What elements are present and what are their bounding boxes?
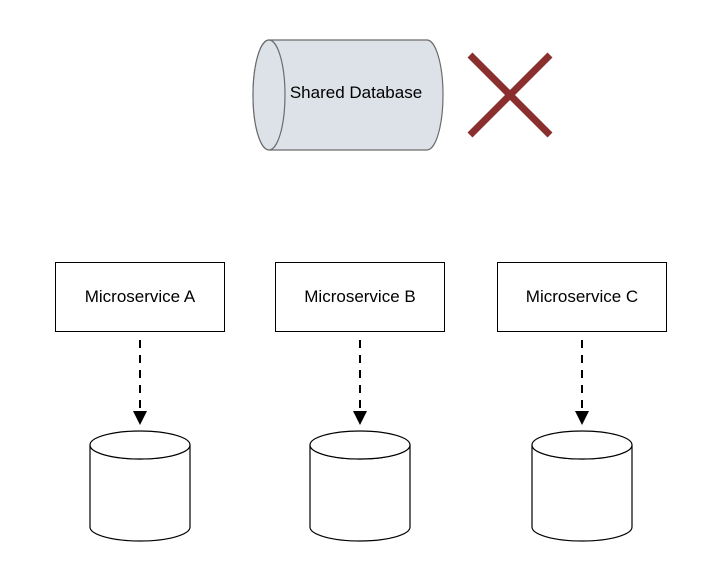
microservice-box: Microservice A	[55, 262, 225, 332]
dependency-arrow-head	[353, 411, 367, 425]
dependency-arrow-head	[133, 411, 147, 425]
shared-database-label: Shared Database	[269, 83, 443, 103]
microservice-label: Microservice B	[304, 287, 415, 307]
microservice-label: Microservice A	[85, 287, 196, 307]
x-mark-icon	[470, 55, 550, 135]
microservice-label: Microservice C	[526, 287, 638, 307]
microservice-box: Microservice B	[275, 262, 445, 332]
microservice-box: Microservice C	[497, 262, 667, 332]
dependency-arrow-head	[575, 411, 589, 425]
